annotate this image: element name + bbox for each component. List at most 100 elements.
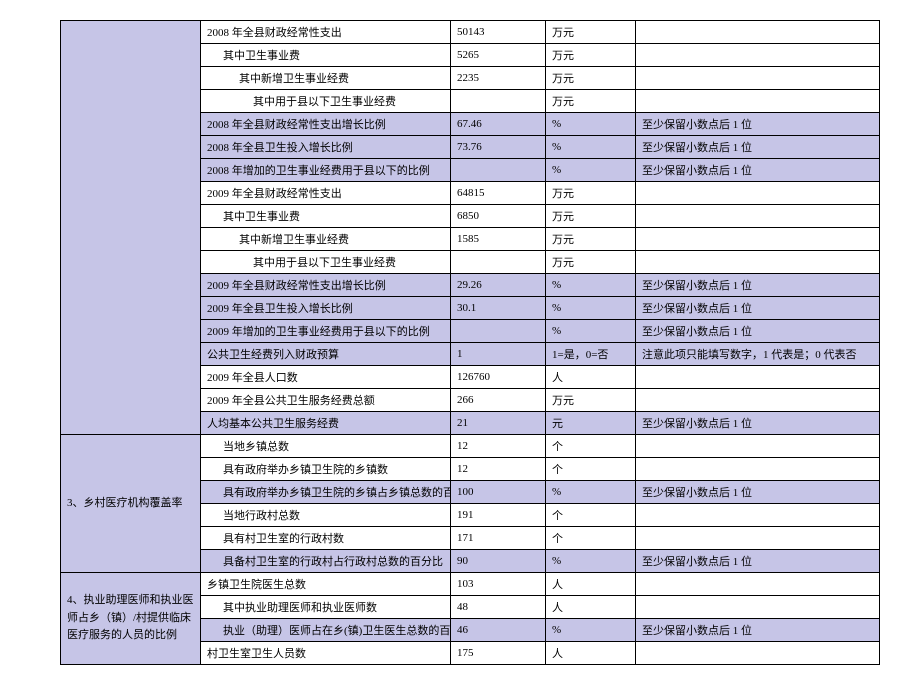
row-unit: 元 <box>546 412 636 435</box>
section-cell-continued <box>61 21 201 435</box>
row-value <box>451 251 546 274</box>
row-value: 46 <box>451 619 546 642</box>
row-label: 2009 年全县公共卫生服务经费总额 <box>201 389 451 412</box>
row-label: 人均基本公共卫生服务经费 <box>201 412 451 435</box>
row-value: 191 <box>451 504 546 527</box>
row-unit: 个 <box>546 504 636 527</box>
row-label: 具有村卫生室的行政村数 <box>201 527 451 550</box>
row-label: 2008 年全县财政经常性支出增长比例 <box>201 113 451 136</box>
section-cell-3: 3、乡村医疗机构覆盖率 <box>61 435 201 573</box>
row-label: 其中新增卫生事业经费 <box>201 228 451 251</box>
row-label: 2009 年全县财政经常性支出 <box>201 182 451 205</box>
row-unit: 万元 <box>546 182 636 205</box>
row-note: 至少保留小数点后 1 位 <box>636 136 880 159</box>
row-value: 29.26 <box>451 274 546 297</box>
row-value: 1 <box>451 343 546 366</box>
row-label: 其中卫生事业费 <box>201 44 451 67</box>
row-value: 90 <box>451 550 546 573</box>
row-value: 73.76 <box>451 136 546 159</box>
row-value: 2235 <box>451 67 546 90</box>
row-unit: 万元 <box>546 389 636 412</box>
row-note <box>636 642 880 665</box>
row-unit: % <box>546 481 636 504</box>
row-value: 30.1 <box>451 297 546 320</box>
row-unit: 1=是，0=否 <box>546 343 636 366</box>
row-unit: % <box>546 320 636 343</box>
row-value: 12 <box>451 458 546 481</box>
row-value: 48 <box>451 596 546 619</box>
row-unit: 人 <box>546 573 636 596</box>
row-value: 21 <box>451 412 546 435</box>
row-unit: 万元 <box>546 67 636 90</box>
row-note: 至少保留小数点后 1 位 <box>636 113 880 136</box>
row-value: 100 <box>451 481 546 504</box>
row-value <box>451 90 546 113</box>
row-note <box>636 389 880 412</box>
row-unit: 万元 <box>546 44 636 67</box>
row-label: 2009 年全县财政经常性支出增长比例 <box>201 274 451 297</box>
row-unit: 个 <box>546 458 636 481</box>
row-label: 具备村卫生室的行政村占行政村总数的百分比 <box>201 550 451 573</box>
row-unit: 人 <box>546 366 636 389</box>
row-unit: % <box>546 113 636 136</box>
row-note <box>636 504 880 527</box>
row-label: 其中执业助理医师和执业医师数 <box>201 596 451 619</box>
row-note: 至少保留小数点后 1 位 <box>636 550 880 573</box>
row-note <box>636 527 880 550</box>
row-unit: 个 <box>546 527 636 550</box>
row-note <box>636 182 880 205</box>
row-value: 1585 <box>451 228 546 251</box>
row-label: 村卫生室卫生人员数 <box>201 642 451 665</box>
row-value: 126760 <box>451 366 546 389</box>
row-value: 175 <box>451 642 546 665</box>
row-unit: 万元 <box>546 251 636 274</box>
row-note <box>636 251 880 274</box>
row-label: 其中卫生事业费 <box>201 205 451 228</box>
row-label: 2008 年增加的卫生事业经费用于县以下的比例 <box>201 159 451 182</box>
row-value: 12 <box>451 435 546 458</box>
row-label: 公共卫生经费列入财政预算 <box>201 343 451 366</box>
table-row: 2008 年全县财政经常性支出50143万元 <box>61 21 880 44</box>
row-note <box>636 458 880 481</box>
row-note: 至少保留小数点后 1 位 <box>636 159 880 182</box>
row-label: 其中用于县以下卫生事业经费 <box>201 251 451 274</box>
row-value: 67.46 <box>451 113 546 136</box>
row-label: 其中新增卫生事业经费 <box>201 67 451 90</box>
row-value <box>451 159 546 182</box>
row-note: 注意此项只能填写数字，1 代表是；0 代表否 <box>636 343 880 366</box>
row-unit: % <box>546 297 636 320</box>
row-label: 2008 年全县卫生投入增长比例 <box>201 136 451 159</box>
row-label: 具有政府举办乡镇卫生院的乡镇数 <box>201 458 451 481</box>
row-note: 至少保留小数点后 1 位 <box>636 297 880 320</box>
row-unit: 人 <box>546 642 636 665</box>
row-note: 至少保留小数点后 1 位 <box>636 481 880 504</box>
row-value <box>451 320 546 343</box>
table-row: 4、执业助理医师和执业医师占乡（镇）/村提供临床医疗服务的人员的比例乡镇卫生院医… <box>61 573 880 596</box>
row-unit: % <box>546 159 636 182</box>
row-unit: 万元 <box>546 228 636 251</box>
row-label: 当地乡镇总数 <box>201 435 451 458</box>
row-label: 执业（助理）医师占在乡(镇)卫生医生总数的百分比 <box>201 619 451 642</box>
row-value: 64815 <box>451 182 546 205</box>
row-label: 当地行政村总数 <box>201 504 451 527</box>
row-unit: 人 <box>546 596 636 619</box>
row-note: 至少保留小数点后 1 位 <box>636 412 880 435</box>
row-value: 5265 <box>451 44 546 67</box>
row-note <box>636 435 880 458</box>
row-label: 2009 年全县卫生投入增长比例 <box>201 297 451 320</box>
row-note <box>636 21 880 44</box>
row-note: 至少保留小数点后 1 位 <box>636 619 880 642</box>
table-row: 3、乡村医疗机构覆盖率当地乡镇总数12个 <box>61 435 880 458</box>
row-note <box>636 596 880 619</box>
row-note <box>636 67 880 90</box>
row-label: 具有政府举办乡镇卫生院的乡镇占乡镇总数的百分比 <box>201 481 451 504</box>
row-value: 50143 <box>451 21 546 44</box>
row-unit: % <box>546 136 636 159</box>
row-label: 2009 年全县人口数 <box>201 366 451 389</box>
row-note <box>636 44 880 67</box>
row-label: 2008 年全县财政经常性支出 <box>201 21 451 44</box>
row-label: 乡镇卫生院医生总数 <box>201 573 451 596</box>
row-unit: 个 <box>546 435 636 458</box>
row-note: 至少保留小数点后 1 位 <box>636 274 880 297</box>
row-unit: % <box>546 550 636 573</box>
